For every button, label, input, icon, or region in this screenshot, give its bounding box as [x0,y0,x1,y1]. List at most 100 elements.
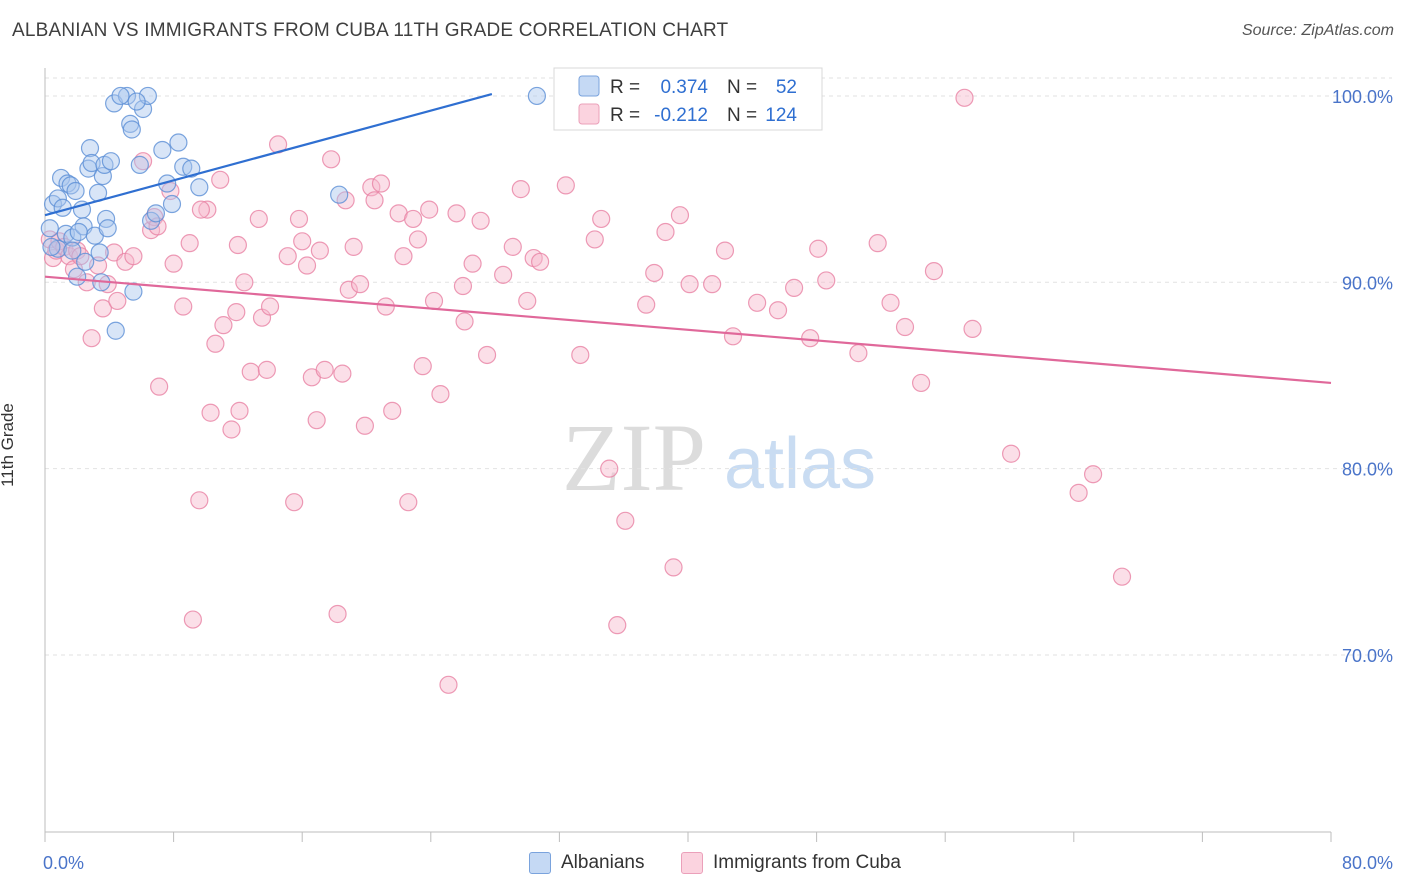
albanian-point [130,155,149,174]
legend-item-albanians[interactable]: Albanians [529,852,644,874]
albanian-point [76,252,95,271]
source-label: Source: ZipAtlas.com [1241,22,1394,39]
cuba-point [77,273,96,292]
cuba-point [656,222,675,242]
cuba-point [206,334,225,353]
cuba-point [322,150,341,169]
cuba-point [183,610,202,629]
cuba-point [174,297,193,316]
legend-label-cuba: Immigrants from Cuba [713,852,901,873]
albanian-point [98,219,117,238]
albanian-point [330,185,349,204]
cuba-point [108,291,127,311]
cuba-point [333,364,352,383]
watermark-atlas: atlas [724,424,876,504]
cuba-point [1112,567,1132,586]
cuba-point [383,401,402,420]
albanian-point [101,152,121,171]
cuba-point [924,262,944,281]
x-tick-label-min: 0.0% [43,853,84,873]
cuba-point [228,235,247,255]
cuba-point [503,237,522,256]
cuba-point [227,303,246,322]
cuba-point [289,209,309,229]
y-tick-label: 90.0% [1342,273,1393,293]
cuba-point [600,459,619,478]
cuba-point [150,377,169,396]
cuba-point [911,373,931,393]
albanian-point [40,219,59,238]
albanian-point [66,181,85,201]
albanian-point [122,120,141,139]
albanian-point [48,189,67,208]
chart-title: ALBANIAN VS IMMIGRANTS FROM CUBA 11TH GR… [12,20,729,41]
tick-labels: 70.0% 80.0% 90.0% 100.0% 0.0% 80.0% [43,87,1393,873]
cuba-point [955,88,974,107]
cuba-point [180,234,199,253]
cuba-point [93,299,112,318]
cuba-point [350,275,370,294]
cuba-point [592,209,611,229]
stats-swatch-cuba [578,103,600,125]
cuba-point [257,360,276,379]
cuba-point [310,241,329,260]
cuba-point [214,316,233,335]
cuba-point [230,401,249,420]
cuba-point [645,263,664,283]
albanian-point [169,133,188,152]
cuba-point [278,247,297,266]
y-tick-label: 80.0% [1342,460,1393,480]
data-points [40,86,1132,694]
cuba-point [471,211,490,230]
cuba-point [585,230,604,249]
y-tick-label: 100.0% [1332,87,1393,107]
cuba-point [365,191,384,210]
r-label: R = [610,77,640,98]
y-tick-label: 70.0% [1342,646,1393,666]
albanian-point [527,86,546,106]
cuba-point [680,275,699,294]
cuba-point [404,209,423,229]
cuba-point [222,420,241,439]
albanian-point [146,204,166,223]
albanian-point [42,237,61,256]
cuba-point [82,329,101,348]
stats-legend-box: R = 0.374 N = 52 R = -0.212 N = 124 [553,67,823,131]
cuba-point [455,312,474,331]
cuba-point [408,230,428,249]
cuba-point [963,319,982,338]
cuba-point [307,411,326,430]
albanian-point [138,86,157,106]
cuba-point [439,675,458,694]
zipatlas-watermark: ZIP atlas [562,404,876,511]
albanians-swatch [529,852,551,874]
albanian-point [69,222,88,242]
cuba-point [723,327,743,346]
cuba-point [1069,483,1088,502]
albanian-point [68,267,87,286]
cuba-point [355,416,374,435]
cuba-point [817,271,836,290]
cuba-point [881,293,900,312]
legend-item-cuba[interactable]: Immigrants from Cuba [681,852,901,874]
cuba-point [664,558,683,577]
cuba-point [164,254,183,273]
cuba-point [608,616,627,635]
albanian-point [190,178,209,197]
cuba-point [715,241,735,260]
albanian-point [106,321,125,340]
cuba-point [285,493,304,512]
albanian-point [162,194,182,214]
cuba-point [339,280,358,299]
albanian-point [127,92,146,111]
cuba-point [315,360,334,379]
cuba-point [413,357,432,376]
n-value: 52 [776,77,797,98]
cuba-point [424,291,444,311]
cuba-point [1002,444,1021,463]
cuba-point [784,278,804,297]
cuba-point [297,256,317,275]
cuba-point [703,275,722,294]
albanian-point [48,239,67,258]
cuba-point [1083,465,1103,484]
